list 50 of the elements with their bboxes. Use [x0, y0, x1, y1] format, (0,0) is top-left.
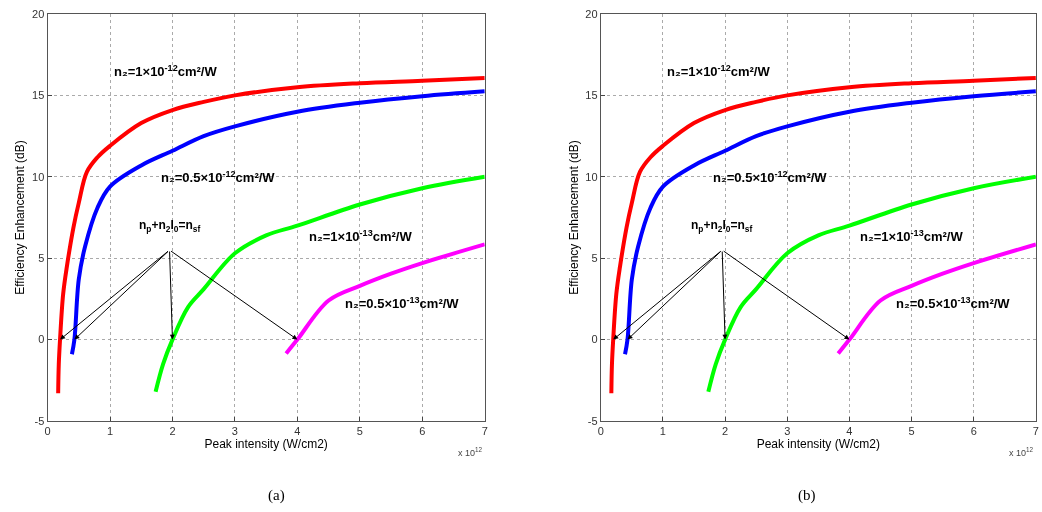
x-tick-label: 2 [169, 425, 176, 438]
x-tick-label: 3 [784, 425, 791, 438]
series-label: n₂=1×10$^{-12}$cm²/W [667, 63, 771, 80]
text: (a) [268, 487, 285, 504]
line-series [609, 75, 1036, 396]
x-tick-label: 4 [846, 425, 853, 438]
x-tick-label: 6 [419, 425, 426, 438]
series-label: n₂=1×10$^{-12}$cm²/W [114, 63, 218, 80]
x-tick-label: 5 [908, 425, 915, 438]
text: (b) [798, 487, 816, 504]
x-tick-label: 1 [106, 425, 114, 438]
y-tick-label: 5 [38, 252, 45, 265]
x-tick-label: 2 [722, 425, 729, 438]
x-axis-title: Peak intensity (W/cm2) [756, 437, 881, 452]
series-label: n₂=1×10$^{-13}$cm²/W [309, 228, 413, 245]
text: x 10$^{12}$ [1009, 446, 1034, 458]
line-series [56, 75, 485, 396]
line-series [284, 242, 485, 356]
line-series [623, 89, 1036, 357]
y-tick-label: -5 [34, 414, 45, 427]
line-series [69, 89, 485, 357]
y-axis-title: Efficiency Enhancement (dB) [566, 140, 581, 295]
annotation: n$_{p}$+n$_{2}$I$_{0}$=n$_{sf}$ [139, 218, 201, 234]
line-series [836, 242, 1036, 356]
y-tick-label: 20 [32, 7, 45, 20]
x-tick-label: 1 [659, 425, 666, 438]
y-tick-label: 0 [591, 333, 598, 346]
series-label: n₂=0.5×10$^{-12}$cm²/W [713, 169, 828, 186]
annotation: n$_{p}$+n$_{2}$I$_{0}$=n$_{sf}$ [691, 218, 753, 234]
x-axis-title: Peak intensity (W/cm2) [204, 437, 328, 452]
y-tick-label: 10 [32, 170, 45, 183]
x-tick-label: 6 [970, 425, 977, 438]
series-label: n₂=0.5×10$^{-13}$cm²/W [896, 295, 1011, 312]
y-tick-label: 10 [585, 170, 598, 183]
x-tick-label: 7 [1032, 425, 1039, 438]
series-label: n₂=0.5×10$^{-12}$cm²/W [161, 169, 276, 186]
y-tick-label: -5 [587, 414, 598, 427]
x-tick-label: 7 [481, 425, 488, 438]
x-tick-label: 3 [231, 425, 238, 438]
y-axis-title: Efficiency Enhancement (dB) [13, 140, 28, 295]
x-tick-label: 5 [356, 425, 363, 438]
y-tick-label: 0 [38, 333, 45, 346]
series-label: n₂=1×10$^{-13}$cm²/W [860, 228, 964, 245]
y-tick-label: 20 [585, 7, 598, 20]
y-tick-label: 15 [32, 89, 45, 102]
y-tick-label: 15 [585, 89, 598, 102]
series-label: n₂=0.5×10$^{-13}$cm²/W [345, 295, 460, 312]
x-tick-label: 4 [294, 425, 301, 438]
y-tick-label: 5 [591, 252, 598, 265]
text: x 10$^{12}$ [458, 446, 483, 458]
